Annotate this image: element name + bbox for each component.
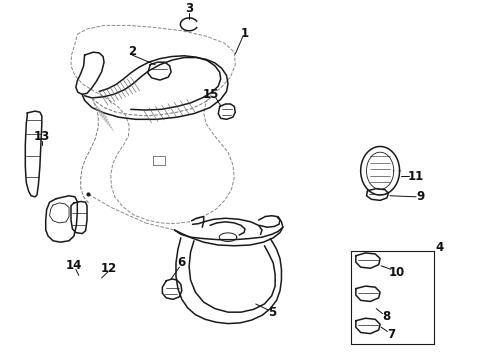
Text: 7: 7 [387,328,395,341]
Text: 14: 14 [66,259,82,272]
Text: 4: 4 [435,242,443,255]
Text: 11: 11 [408,170,424,183]
Text: 9: 9 [417,190,425,203]
Text: 6: 6 [178,256,186,269]
Text: 10: 10 [389,266,405,279]
Text: 13: 13 [34,130,50,143]
Text: 15: 15 [203,88,219,101]
Text: 12: 12 [101,262,117,275]
Text: 5: 5 [268,306,276,319]
Text: 8: 8 [382,310,390,323]
Text: 3: 3 [185,2,193,15]
Text: 1: 1 [241,27,249,40]
Text: 2: 2 [128,45,136,58]
